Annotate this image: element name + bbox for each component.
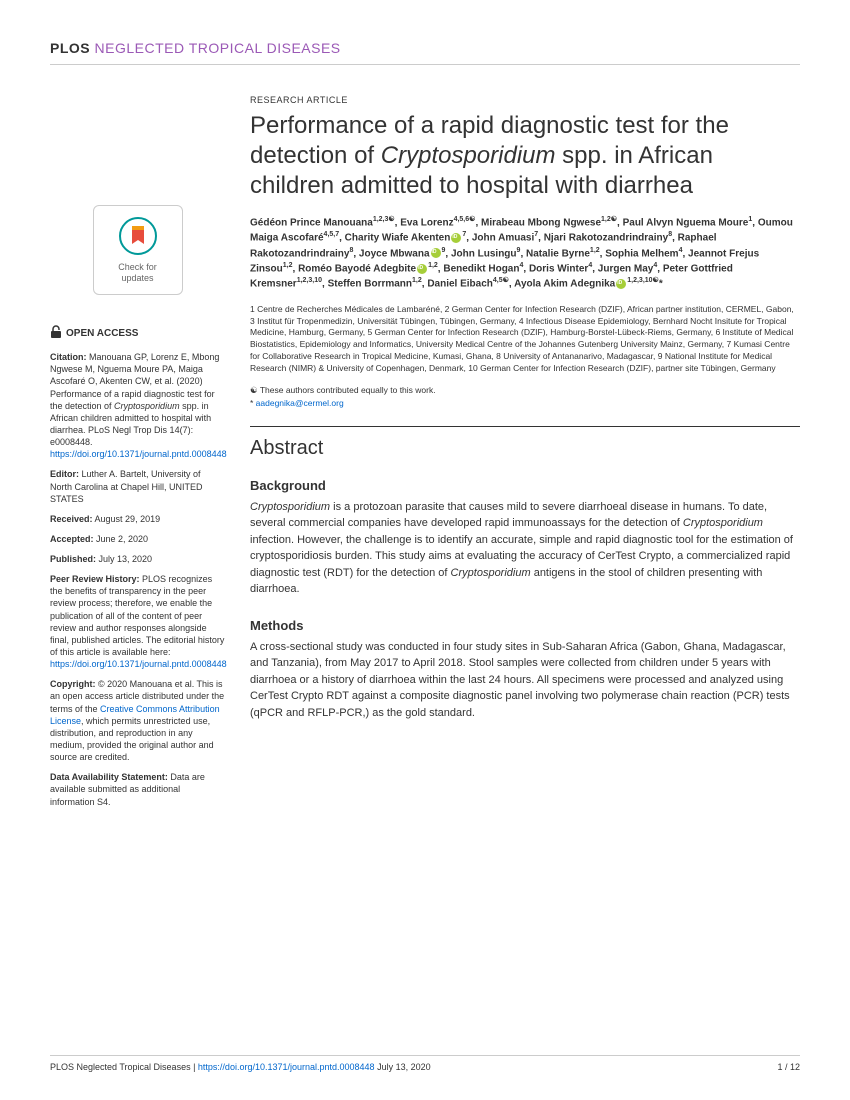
peer-review-block: Peer Review History: PLOS recognizes the… <box>50 573 225 670</box>
copyright-block: Copyright: © 2020 Manouana et al. This i… <box>50 678 225 763</box>
lock-icon <box>50 325 62 344</box>
abstract-heading: Abstract <box>250 437 800 460</box>
page-footer: PLOS Neglected Tropical Diseases | https… <box>50 1055 800 1072</box>
crossmark-icon <box>118 216 158 256</box>
published-block: Published: July 13, 2020 <box>50 553 225 565</box>
methods-text: A cross-sectional study was conducted in… <box>250 639 800 722</box>
citation-block: Citation: Manouana GP, Lorenz E, Mbong N… <box>50 351 225 460</box>
background-text: Cryptosporidium is a protozoan parasite … <box>250 499 800 598</box>
accepted-block: Accepted: June 2, 2020 <box>50 533 225 545</box>
editor-block: Editor: Luther A. Bartelt, University of… <box>50 468 225 504</box>
received-block: Received: August 29, 2019 <box>50 513 225 525</box>
footer-doi-link[interactable]: https://doi.org/10.1371/journal.pntd.000… <box>198 1062 375 1072</box>
corresponding-author: * aadegnika@cermel.org <box>250 398 800 408</box>
journal-plos: PLOS <box>50 40 90 56</box>
citation-doi-link[interactable]: https://doi.org/10.1371/journal.pntd.000… <box>50 449 227 459</box>
corresp-email-link[interactable]: aadegnika@cermel.org <box>256 398 344 408</box>
sidebar: Check forupdates OPEN ACCESS Citation: M… <box>50 95 225 816</box>
main-content: RESEARCH ARTICLE Performance of a rapid … <box>250 95 800 816</box>
methods-heading: Methods <box>250 618 800 633</box>
equal-contrib-note: ☯ These authors contributed equally to t… <box>250 385 800 396</box>
journal-subtitle: NEGLECTED TROPICAL DISEASES <box>95 40 341 56</box>
author-list: Gédéon Prince Manouana1,2,3☯, Eva Lorenz… <box>250 215 800 292</box>
open-access-heading: OPEN ACCESS <box>50 325 225 344</box>
journal-header: PLOS NEGLECTED TROPICAL DISEASES <box>50 40 800 65</box>
data-availability-block: Data Availability Statement: Data are av… <box>50 771 225 807</box>
background-heading: Background <box>250 478 800 493</box>
page-number: 1 / 12 <box>777 1062 800 1072</box>
check-updates-line1: Check for <box>118 262 157 272</box>
peer-review-link[interactable]: https://doi.org/10.1371/journal.pntd.000… <box>50 659 227 669</box>
check-updates-line2: updates <box>121 273 153 283</box>
check-updates-badge[interactable]: Check forupdates <box>93 205 183 295</box>
affiliations: 1 Centre de Recherches Médicales de Lamb… <box>250 304 800 375</box>
article-type: RESEARCH ARTICLE <box>250 95 800 105</box>
article-title: Performance of a rapid diagnostic test f… <box>250 111 800 201</box>
open-access-label: OPEN ACCESS <box>66 327 138 341</box>
